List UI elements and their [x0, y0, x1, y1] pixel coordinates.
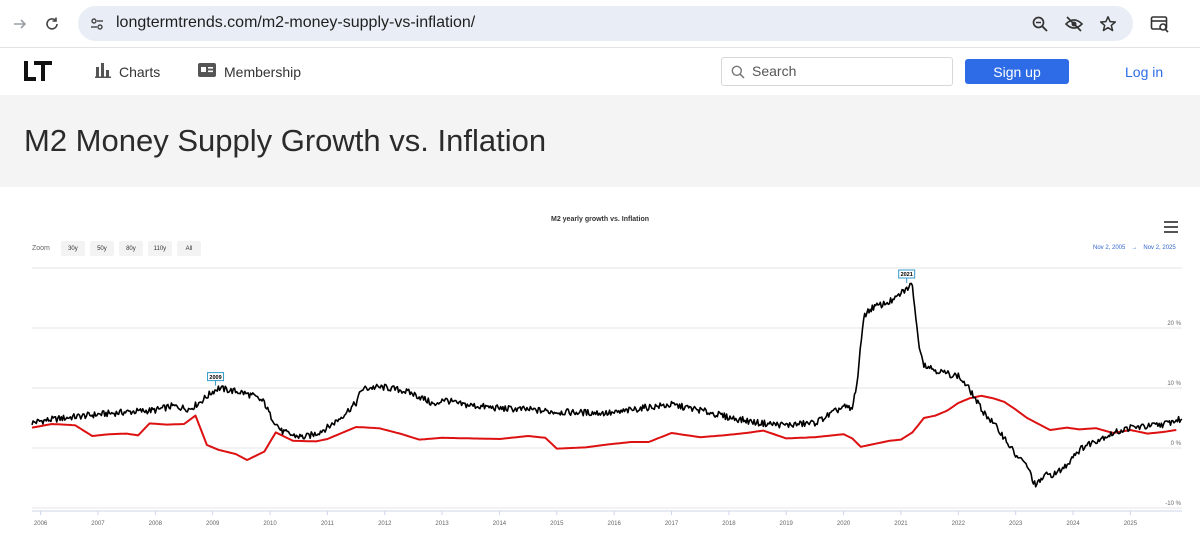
x-tick-label: 2014: [493, 521, 507, 527]
nav-charts[interactable]: Charts: [95, 62, 160, 81]
x-tick-label: 2010: [263, 521, 277, 527]
page-search-icon[interactable]: [1147, 12, 1173, 36]
site-settings-icon[interactable]: [86, 13, 108, 35]
signup-button[interactable]: Sign up: [965, 59, 1069, 84]
nav-membership-label: Membership: [224, 63, 302, 80]
nav-membership[interactable]: Membership: [198, 62, 301, 81]
zoom-icon[interactable]: [1029, 13, 1051, 35]
membership-card-icon: [198, 62, 216, 81]
x-tick-label: 2012: [378, 521, 392, 527]
zoom-all-button[interactable]: All: [176, 241, 201, 256]
x-tick-label: 2022: [952, 521, 966, 527]
flag-box: [898, 269, 916, 279]
site-logo[interactable]: [24, 59, 54, 88]
flag-label: 2021: [901, 272, 913, 278]
bookmark-star-icon[interactable]: [1097, 13, 1119, 35]
x-tick-label: 2015: [550, 521, 564, 527]
y-tick-label: 10 %: [1167, 381, 1181, 387]
browser-toolbar: longtermtrends.com/m2-money-supply-vs-in…: [0, 0, 1200, 48]
x-tick-label: 2025: [1124, 521, 1138, 527]
bar-chart-icon: [95, 62, 111, 81]
x-tick-label: 2006: [34, 521, 48, 527]
series-line-m2: [31, 282, 1183, 488]
x-tick-label: 2017: [665, 521, 679, 527]
search-box[interactable]: [721, 57, 953, 86]
range-to-input[interactable]: Nov 2, 2025: [1143, 245, 1176, 251]
site-header: Charts Membership Sign up Log in: [0, 49, 1200, 95]
flag-box: [207, 372, 225, 382]
chart-container: M2 yearly growth vs. Inflation Zoom 30y …: [0, 187, 1200, 538]
zoom-50y-button[interactable]: 50y: [89, 241, 114, 256]
y-tick-label: 0 %: [1171, 441, 1182, 447]
x-tick-label: 2011: [321, 521, 335, 527]
title-band: M2 Money Supply Growth vs. Inflation: [0, 95, 1200, 187]
zoom-selector: Zoom 30y 50y 80y 110y All: [32, 241, 201, 256]
y-tick-label: 20 %: [1167, 321, 1181, 327]
x-tick-label: 2024: [1066, 521, 1080, 527]
tracking-protection-icon[interactable]: [1063, 13, 1085, 35]
x-tick-label: 2008: [149, 521, 163, 527]
zoom-label: Zoom: [32, 245, 50, 252]
zoom-30y-button[interactable]: 30y: [60, 241, 85, 256]
login-link[interactable]: Log in: [1125, 64, 1164, 80]
chart-title: M2 yearly growth vs. Inflation: [550, 216, 650, 223]
page-title: M2 Money Supply Growth vs. Inflation: [24, 123, 547, 158]
range-separator: →: [1131, 245, 1138, 251]
url-text[interactable]: longtermtrends.com/m2-money-supply-vs-in…: [116, 14, 476, 31]
chart-menu-icon[interactable]: [1164, 220, 1178, 233]
zoom-110y-button[interactable]: 110y: [147, 241, 172, 256]
chart-plot[interactable]: -10 % 0 % 10 % 20 % 2006 2007 2008 2009 2010 2011…: [0, 187, 1200, 538]
zoom-80y-button[interactable]: 80y: [118, 241, 143, 256]
date-range: Nov 2, 2005 → Nov 2, 2025: [1093, 245, 1176, 251]
x-tick-label: 2016: [607, 521, 621, 527]
flag-label: 2009: [209, 375, 221, 381]
x-tick-label: 2023: [1009, 521, 1023, 527]
x-tick-label: 2019: [780, 521, 794, 527]
x-tick-label: 2007: [91, 521, 105, 527]
x-tick-label: 2021: [894, 521, 908, 527]
nav-charts-label: Charts: [119, 63, 161, 80]
x-tick-label: 2020: [837, 521, 851, 527]
series-line-inflation: [31, 394, 1177, 461]
forward-arrow-icon[interactable]: [8, 12, 32, 36]
x-tick-label: 2013: [435, 521, 449, 527]
reload-icon[interactable]: [40, 12, 64, 36]
x-tick-label: 2018: [722, 521, 736, 527]
x-tick-label: 2009: [206, 521, 220, 527]
search-icon: [731, 65, 745, 84]
search-input[interactable]: [752, 63, 942, 79]
y-tick-label: -10 %: [1165, 501, 1181, 507]
address-bar[interactable]: longtermtrends.com/m2-money-supply-vs-in…: [78, 6, 1133, 41]
range-from-input[interactable]: Nov 2, 2005: [1093, 245, 1126, 251]
